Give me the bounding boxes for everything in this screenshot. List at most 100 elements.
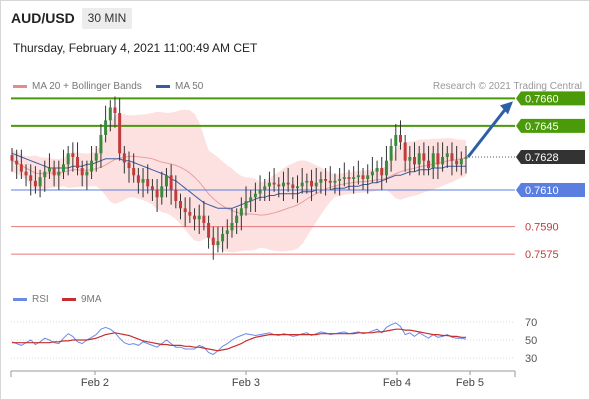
- candle-body: [436, 153, 440, 165]
- candle-body: [197, 215, 201, 220]
- candle-body: [347, 177, 351, 179]
- legend-ma9: 9MA: [62, 294, 102, 305]
- candle-body: [431, 153, 435, 168]
- candle-body: [333, 180, 337, 183]
- candle-body: [230, 223, 234, 231]
- candle-body: [33, 180, 37, 187]
- candle-body: [380, 168, 384, 176]
- legend-rsi: RSI: [13, 294, 49, 305]
- candle-body: [122, 153, 126, 163]
- candle-body: [19, 164, 23, 172]
- candle-body: [118, 113, 122, 154]
- ma20-line: [11, 155, 467, 216]
- candle-body: [174, 190, 178, 201]
- level-label-2: 0.7628: [516, 150, 585, 164]
- candle-body: [150, 186, 154, 190]
- rsi-ma9-line: [12, 328, 466, 352]
- candle-body: [464, 157, 468, 159]
- level-text-5: 0.7575: [525, 249, 559, 261]
- projection-arrowhead: [500, 101, 513, 115]
- bollinger-band: [12, 109, 466, 253]
- candle-body: [394, 135, 398, 146]
- level-text-1: 0.7645: [525, 121, 559, 133]
- candle-body: [43, 171, 47, 178]
- candle-body: [10, 155, 14, 161]
- ma50-line: [11, 152, 466, 209]
- candle-body: [455, 160, 459, 165]
- candle-body: [328, 180, 332, 183]
- legend-ma20-bb: MA 20 + Bollinger Bands: [13, 81, 142, 92]
- candle-body: [272, 182, 276, 185]
- ma9-swatch: [62, 297, 76, 301]
- candle-body: [310, 180, 314, 187]
- level-label-0: 0.7660: [516, 91, 585, 106]
- candles: [10, 96, 468, 260]
- candle-body: [417, 153, 421, 165]
- rsi-tick-30: 30: [525, 353, 537, 365]
- level-label-3: 0.7610: [516, 183, 585, 197]
- candle-body: [207, 223, 211, 238]
- candle-body: [356, 175, 360, 178]
- candle-body: [253, 193, 257, 198]
- candle-body: [305, 180, 309, 183]
- rsi-line: [11, 322, 467, 355]
- candle-body: [136, 175, 140, 183]
- projection-arrow: [466, 107, 508, 158]
- candle-body: [164, 175, 168, 187]
- candle-body: [258, 190, 262, 194]
- candle-body: [71, 153, 75, 157]
- candle-body: [193, 215, 197, 220]
- candle-body: [104, 120, 108, 135]
- candle-body: [375, 168, 379, 172]
- x-tick-label: Feb 4: [383, 377, 411, 389]
- candle-body: [99, 135, 103, 154]
- candle-body: [183, 208, 187, 212]
- x-tick-label: Feb 5: [456, 377, 484, 389]
- symbol-label: AUD/USD: [11, 10, 75, 26]
- legend-ma50: MA 50: [156, 81, 203, 92]
- candle-body: [169, 175, 173, 190]
- timeframe-badge[interactable]: 30 MIN: [82, 8, 132, 29]
- candle-body: [366, 175, 370, 179]
- candle-body: [90, 160, 94, 172]
- level-label-1: 0.7645: [516, 118, 585, 133]
- candle-body: [445, 153, 449, 157]
- candle-body: [398, 135, 402, 143]
- level-badge-3: [516, 183, 585, 197]
- candle-body: [188, 212, 192, 216]
- candle-body: [342, 177, 346, 179]
- candle-body: [403, 142, 407, 161]
- candle-body: [370, 171, 374, 176]
- candle-body: [24, 171, 28, 176]
- level-text-3: 0.7610: [525, 185, 559, 197]
- candle-body: [413, 157, 417, 165]
- candle-body: [286, 182, 290, 185]
- candle-body: [160, 186, 164, 198]
- candle-body: [29, 175, 33, 181]
- candle-body: [389, 146, 393, 161]
- candle-body: [338, 179, 342, 181]
- candle-body: [239, 208, 243, 216]
- candle-body: [324, 179, 328, 181]
- candle-body: [319, 179, 323, 183]
- candle-body: [178, 201, 182, 209]
- candle-body: [66, 153, 70, 165]
- credit-label: Research © 2021 Trading Central: [432, 81, 582, 92]
- candle-body: [76, 157, 80, 168]
- candle-body: [15, 160, 19, 165]
- candle-body: [352, 177, 356, 179]
- candle-body: [108, 107, 112, 121]
- legend-ma9-label: 9MA: [81, 294, 102, 305]
- candle-body: [80, 168, 84, 176]
- candle-body: [132, 168, 136, 176]
- candle-body: [267, 182, 271, 187]
- candle-body: [146, 179, 150, 187]
- candle-body: [216, 241, 220, 245]
- level-badge-2: [516, 150, 585, 164]
- level-text-2: 0.7628: [525, 152, 559, 164]
- candle-body: [38, 177, 42, 187]
- candle-body: [211, 237, 215, 245]
- candle-body: [47, 168, 51, 172]
- candle-body: [291, 184, 295, 189]
